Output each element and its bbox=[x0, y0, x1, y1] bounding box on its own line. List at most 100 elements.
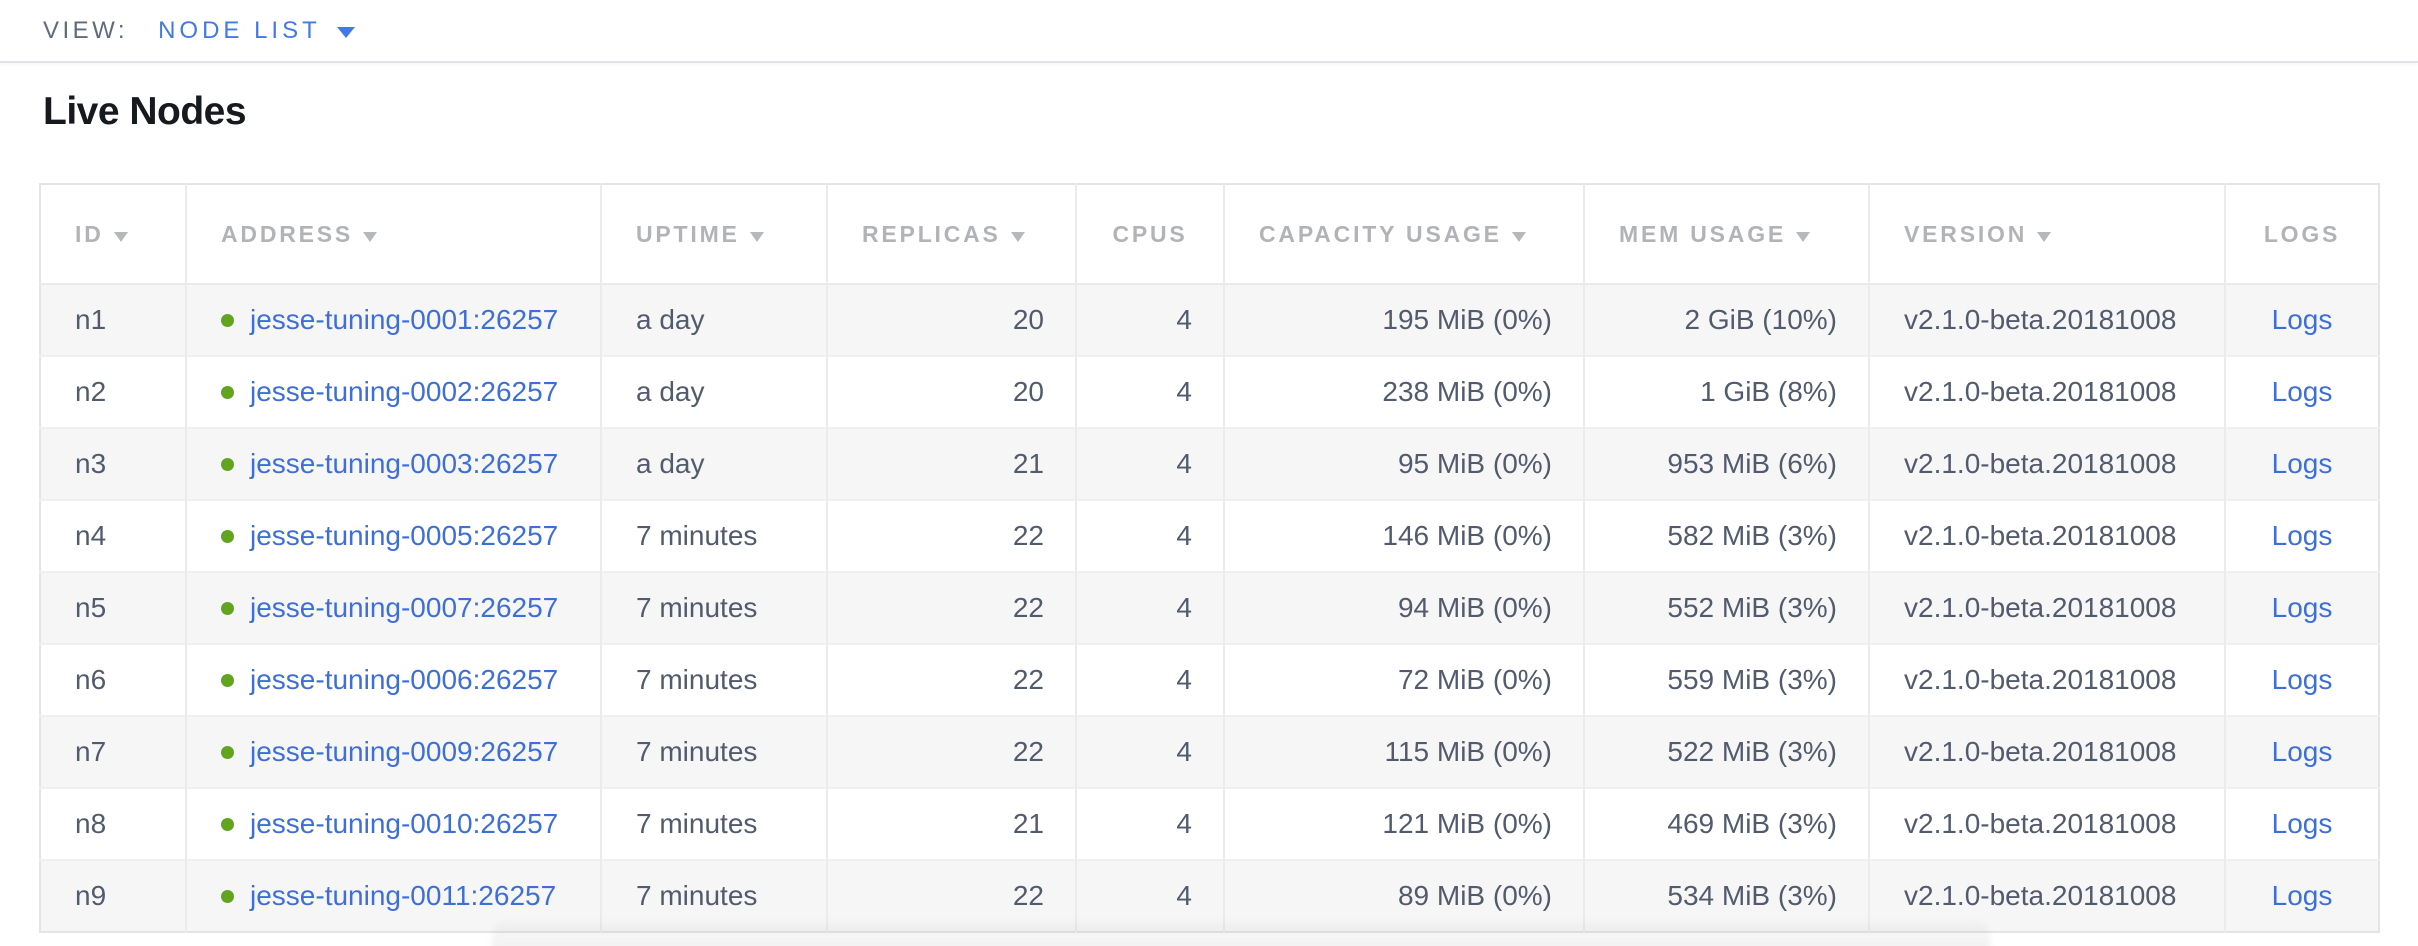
view-dropdown-value: NODE LIST bbox=[158, 16, 321, 44]
cell-version: v2.1.0-beta.20181008 bbox=[1868, 499, 2225, 572]
logs-link[interactable]: Logs bbox=[2271, 808, 2333, 839]
cell-cpus: 4 bbox=[1075, 643, 1224, 716]
logs-link[interactable]: Logs bbox=[2271, 520, 2333, 551]
cell-mem: 2 GiB (10%) bbox=[1583, 284, 1869, 356]
cell-cpus: 4 bbox=[1075, 715, 1224, 788]
node-address-link[interactable]: jesse-tuning-0009:26257 bbox=[250, 736, 559, 767]
cell-address: jesse-tuning-0011:26257 bbox=[185, 859, 601, 932]
logs-link[interactable]: Logs bbox=[2271, 880, 2333, 911]
cell-capacity: 94 MiB (0%) bbox=[1223, 571, 1584, 644]
sort-desc-icon bbox=[113, 231, 128, 242]
view-dropdown[interactable]: NODE LIST bbox=[158, 17, 355, 45]
column-header-mem[interactable]: MEM USAGE bbox=[1583, 184, 1869, 285]
node-live-status-icon bbox=[221, 314, 234, 327]
cell-id: n6 bbox=[40, 643, 186, 716]
cell-cpus: 4 bbox=[1075, 571, 1224, 644]
node-live-status-icon bbox=[221, 530, 234, 543]
column-header-label: MEM USAGE bbox=[1619, 220, 1787, 247]
cell-uptime: 7 minutes bbox=[600, 571, 827, 644]
cell-replicas: 21 bbox=[826, 787, 1076, 860]
cell-replicas: 22 bbox=[826, 571, 1076, 644]
cell-address: jesse-tuning-0005:26257 bbox=[185, 499, 601, 572]
node-live-status-icon bbox=[221, 602, 234, 615]
cell-uptime: 7 minutes bbox=[600, 859, 827, 932]
column-header-label: CPUS bbox=[1112, 220, 1188, 247]
table-row-n5: n5 jesse-tuning-0007:26257 7 minutes 22 4 94 … bbox=[40, 571, 2379, 644]
cell-logs: Logs bbox=[2224, 643, 2379, 716]
table-row-n3: n3 jesse-tuning-0003:26257 a day 21 4 95 MiB … bbox=[40, 427, 2379, 500]
cell-logs: Logs bbox=[2224, 859, 2379, 932]
table-row-n8: n8 jesse-tuning-0010:26257 7 minutes 21 4 121… bbox=[40, 787, 2379, 860]
column-header-capacity[interactable]: CAPACITY USAGE bbox=[1223, 184, 1584, 285]
column-header-label: VERSION bbox=[1904, 220, 2028, 247]
cell-replicas: 21 bbox=[826, 427, 1076, 500]
node-address-link[interactable]: jesse-tuning-0011:26257 bbox=[250, 880, 557, 911]
cell-version: v2.1.0-beta.20181008 bbox=[1868, 571, 2225, 644]
logs-link[interactable]: Logs bbox=[2271, 376, 2333, 407]
cell-logs: Logs bbox=[2224, 787, 2379, 860]
cell-uptime: a day bbox=[600, 427, 827, 500]
node-address-link[interactable]: jesse-tuning-0001:26257 bbox=[250, 304, 559, 335]
page-title: Live Nodes bbox=[43, 90, 247, 133]
cell-logs: Logs bbox=[2224, 571, 2379, 644]
column-header-replicas[interactable]: REPLICAS bbox=[826, 184, 1076, 285]
sort-desc-icon bbox=[1010, 231, 1025, 242]
column-header-address[interactable]: ADDRESS bbox=[185, 184, 601, 285]
cell-uptime: 7 minutes bbox=[600, 499, 827, 572]
node-live-status-icon bbox=[221, 458, 234, 471]
cell-logs: Logs bbox=[2224, 284, 2379, 356]
table-row-n2: n2 jesse-tuning-0002:26257 a day 20 4 238 MiB… bbox=[40, 355, 2379, 428]
logs-link[interactable]: Logs bbox=[2271, 736, 2333, 767]
cell-replicas: 22 bbox=[826, 715, 1076, 788]
node-address-link[interactable]: jesse-tuning-0006:26257 bbox=[250, 664, 559, 695]
cell-version: v2.1.0-beta.20181008 bbox=[1868, 284, 2225, 356]
view-switcher-bar: VIEW: NODE LIST bbox=[0, 0, 2418, 63]
cell-mem: 953 MiB (6%) bbox=[1583, 427, 1869, 500]
cell-id: n7 bbox=[40, 715, 186, 788]
column-header-label: UPTIME bbox=[636, 220, 740, 247]
cell-mem: 522 MiB (3%) bbox=[1583, 715, 1869, 788]
cell-capacity: 115 MiB (0%) bbox=[1223, 715, 1584, 788]
node-live-status-icon bbox=[221, 674, 234, 687]
table-row-n7: n7 jesse-tuning-0009:26257 7 minutes 22 4 115… bbox=[40, 715, 2379, 788]
cell-cpus: 4 bbox=[1075, 355, 1224, 428]
cell-capacity: 95 MiB (0%) bbox=[1223, 427, 1584, 500]
cell-version: v2.1.0-beta.20181008 bbox=[1868, 859, 2225, 932]
node-live-status-icon bbox=[221, 386, 234, 399]
logs-link[interactable]: Logs bbox=[2271, 448, 2333, 479]
column-header-label: ADDRESS bbox=[221, 220, 354, 247]
cell-id: n9 bbox=[40, 859, 186, 932]
table-row-n1: n1 jesse-tuning-0001:26257 a day 20 4 195 MiB… bbox=[40, 284, 2379, 356]
column-header-version[interactable]: VERSION bbox=[1868, 184, 2225, 285]
column-header-uptime[interactable]: UPTIME bbox=[600, 184, 827, 285]
cell-cpus: 4 bbox=[1075, 427, 1224, 500]
node-address-link[interactable]: jesse-tuning-0002:26257 bbox=[250, 376, 559, 407]
cell-logs: Logs bbox=[2224, 715, 2379, 788]
logs-link[interactable]: Logs bbox=[2271, 664, 2333, 695]
sort-desc-icon bbox=[2037, 231, 2052, 242]
cell-address: jesse-tuning-0003:26257 bbox=[185, 427, 601, 500]
column-header-label: REPLICAS bbox=[862, 220, 1001, 247]
column-header-label: LOGS bbox=[2263, 220, 2341, 247]
cell-cpus: 4 bbox=[1075, 859, 1224, 932]
cell-uptime: a day bbox=[600, 355, 827, 428]
node-address-link[interactable]: jesse-tuning-0003:26257 bbox=[250, 448, 559, 479]
cell-replicas: 22 bbox=[826, 859, 1076, 932]
cell-replicas: 20 bbox=[826, 284, 1076, 356]
cell-id: n8 bbox=[40, 787, 186, 860]
node-address-link[interactable]: jesse-tuning-0005:26257 bbox=[250, 520, 559, 551]
cell-capacity: 89 MiB (0%) bbox=[1223, 859, 1584, 932]
cell-id: n2 bbox=[40, 355, 186, 428]
logs-link[interactable]: Logs bbox=[2271, 304, 2333, 335]
node-live-status-icon bbox=[221, 890, 234, 903]
cell-mem: 559 MiB (3%) bbox=[1583, 643, 1869, 716]
logs-link[interactable]: Logs bbox=[2271, 592, 2333, 623]
cell-address: jesse-tuning-0001:26257 bbox=[185, 284, 601, 356]
cell-mem: 552 MiB (3%) bbox=[1583, 571, 1869, 644]
cell-mem: 469 MiB (3%) bbox=[1583, 787, 1869, 860]
cell-address: jesse-tuning-0002:26257 bbox=[185, 355, 601, 428]
node-address-link[interactable]: jesse-tuning-0007:26257 bbox=[250, 592, 559, 623]
node-address-link[interactable]: jesse-tuning-0010:26257 bbox=[250, 808, 559, 839]
table-row-n6: n6 jesse-tuning-0006:26257 7 minutes 22 4 72 … bbox=[40, 643, 2379, 716]
column-header-id[interactable]: ID bbox=[40, 184, 186, 285]
